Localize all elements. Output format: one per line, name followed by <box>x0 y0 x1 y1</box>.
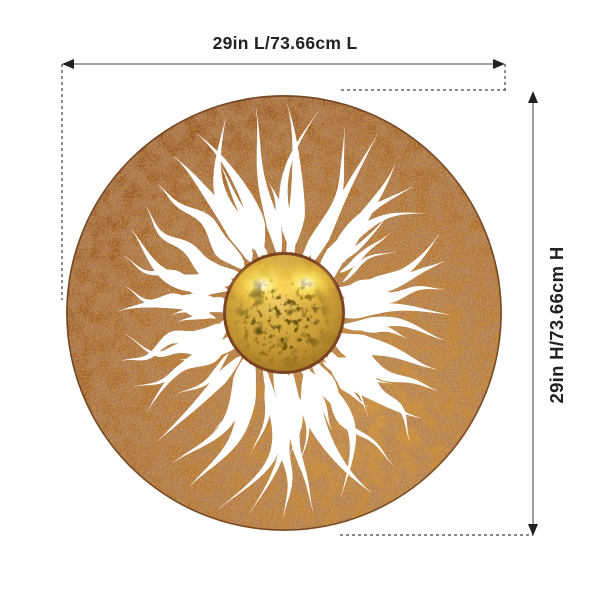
svg-text:29in H/73.66cm H: 29in H/73.66cm H <box>546 247 567 404</box>
svg-text:29in L/73.66cm L: 29in L/73.66cm L <box>213 33 358 53</box>
